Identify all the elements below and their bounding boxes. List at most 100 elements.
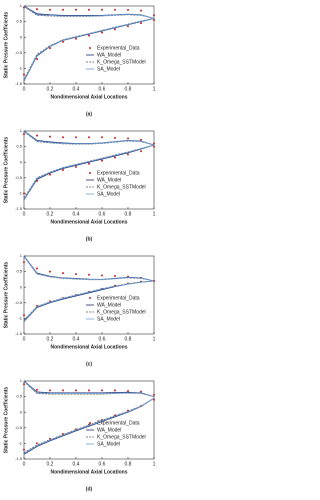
data-point [153,398,155,401]
x-tick-label: 1 [153,211,156,217]
y-tick-label: -1 [18,65,22,70]
model-line [23,397,155,454]
y-tick-label: -0.5 [15,300,23,305]
x-tick-label: 0.6 [99,336,106,342]
data-point [88,162,90,165]
legend-label: WA_Model [97,302,121,308]
plot-frame [23,130,155,210]
legend-symbol [89,297,91,299]
x-axis-label: Nondimensional Axial Locations [50,344,127,350]
model-line [23,6,155,19]
y-tick-label: -1.5 [15,81,23,86]
x-tick-label: 0.8 [125,211,132,217]
model-line [23,255,155,282]
legend-label: Experimental_Data [97,170,140,176]
data-point [88,34,90,37]
y-tick-label: -1 [18,315,22,320]
data-point [88,273,90,276]
data-point [140,150,142,153]
x-tick-label: 0.8 [125,336,132,342]
legend-label: WA_Model [97,52,121,58]
x-tick-label: 0 [23,461,26,467]
x-axis-label: Nondimensional Axial Locations [50,469,127,475]
data-point [153,394,155,397]
x-tick-label: 0.6 [99,86,106,92]
x-tick-label: 0 [23,211,26,217]
data-point [23,314,25,317]
data-point [127,25,129,28]
x-tick-label: 0 [23,336,26,342]
data-point [88,389,90,392]
data-point [62,169,64,171]
y-tick-label: 1 [20,3,23,8]
data-point [101,389,103,392]
data-point [153,14,155,17]
data-point [62,136,64,139]
data-point [114,8,116,11]
y-tick-label: 1 [20,253,23,258]
caption: (a) [86,111,92,117]
data-point [23,383,25,386]
x-tick-label: 0.4 [73,336,80,342]
legend-symbol [89,47,91,49]
data-point [36,267,38,270]
x-axis-label: Nondimensional Axial Locations [50,219,127,225]
data-point [49,173,51,176]
data-point [101,8,103,11]
data-point [88,8,90,11]
data-point [23,133,25,136]
model-line [23,18,155,81]
legend-label: SA_Model [97,316,120,322]
legend-label: Experimental_Data [97,420,140,426]
data-point [23,448,25,451]
data-point [140,22,142,25]
caption: (d) [86,486,93,492]
legend-label: K_Omega_SSTModel [97,434,146,440]
y-tick-label: 1 [20,128,23,133]
data-point [153,142,155,145]
x-tick-label: 0.8 [125,461,132,467]
data-point [36,8,38,11]
data-point [36,134,38,137]
data-point [49,8,51,11]
data-point [153,145,155,148]
x-tick-label: 0.6 [99,211,106,217]
y-tick-label: 0.5 [16,19,22,24]
data-point [75,389,77,392]
caption: (b) [86,236,93,242]
legend-label: SA_Model [97,66,120,72]
y-axis-label: Static Pressure Coefficients [3,387,9,454]
data-point [49,135,51,138]
y-tick-label: -1.5 [15,331,23,336]
x-tick-label: 0.4 [73,86,80,92]
data-point [75,136,77,139]
model-line [23,144,155,200]
plot-frame [23,255,155,335]
y-axis-label: Static Pressure Coefficients [3,137,9,204]
data-point [101,136,103,139]
data-point [23,192,25,195]
data-point [75,37,77,40]
data-point [49,47,51,50]
data-point [114,274,116,277]
model-line [23,130,155,146]
y-tick-label: -1 [18,440,22,445]
data-point [114,389,116,392]
data-point [127,137,129,140]
x-axis-label: Nondimensional Axial Locations [50,94,127,100]
data-point [49,270,51,273]
data-point [49,389,51,392]
x-tick-label: 0.4 [73,461,80,467]
legend-label: SA_Model [97,441,120,447]
data-point [36,442,38,445]
legend-label: WA_Model [97,177,121,183]
x-tick-label: 0.8 [125,86,132,92]
y-tick-label: -0.5 [15,50,23,55]
model-line [23,5,155,19]
y-tick-label: 0 [20,409,23,414]
data-point [23,261,25,264]
model-line [23,380,155,397]
y-tick-label: 0.5 [16,269,22,274]
data-point [153,19,155,22]
legend-label: K_Omega_SSTModel [97,309,146,315]
